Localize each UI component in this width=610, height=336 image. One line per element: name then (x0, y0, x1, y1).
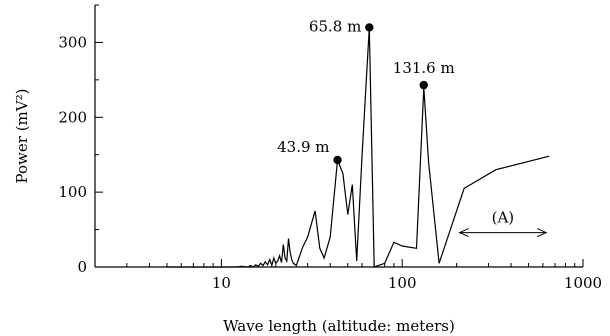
range-annotation: (A) (458, 209, 548, 238)
y-tick-label: 100 (58, 183, 87, 201)
x-tick-label: 1000 (564, 274, 602, 292)
y-tick-label: 200 (58, 108, 87, 126)
y-axis-ticks (95, 4, 103, 268)
series-line (167, 27, 550, 268)
peak-marker (419, 80, 428, 90)
y-tick-label: 0 (77, 258, 87, 276)
x-axis-title: Wave length (altitude: meters) (223, 317, 455, 335)
peak-marker (365, 23, 374, 32)
y-axis-title: Power (mV²) (13, 89, 31, 184)
range-label: (A) (492, 209, 515, 227)
y-tick-label: 300 (58, 33, 87, 51)
axes (94, 5, 583, 268)
peak-marker (333, 155, 342, 165)
x-tick-label: 100 (388, 274, 417, 292)
peak-markers: 43.9 m 65.8 m 131.6 m (277, 17, 455, 165)
x-axis-tick-labels: 10 100 1000 (212, 274, 602, 292)
peak-label: 131.6 m (393, 59, 455, 77)
y-axis-tick-labels: 0 100 200 300 (58, 33, 87, 276)
peak-label: 65.8 m (309, 17, 361, 35)
x-axis-ticks (94, 259, 584, 267)
range-arrowhead-left (458, 228, 469, 238)
peak-label: 43.9 m (277, 138, 329, 156)
range-arrowhead-right (536, 228, 548, 238)
x-tick-label: 10 (212, 274, 231, 292)
